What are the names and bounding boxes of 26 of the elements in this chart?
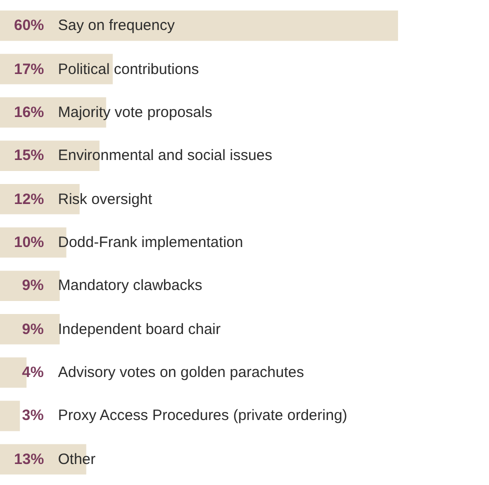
y-tick-label: Other <box>58 451 96 468</box>
data-label: 10% <box>14 234 44 251</box>
y-tick-label: Environmental and social issues <box>58 147 272 164</box>
bar <box>0 314 60 344</box>
data-label: 13% <box>14 451 44 468</box>
y-tick-label: Independent board chair <box>58 321 221 338</box>
y-tick-label: Dodd-Frank implementation <box>58 234 244 251</box>
data-label: 9% <box>22 321 44 338</box>
y-tick-label: Majority vote proposals <box>58 104 212 121</box>
data-label: 4% <box>22 364 44 381</box>
bar <box>0 400 20 432</box>
bar <box>0 270 60 302</box>
data-label: 3% <box>22 407 44 424</box>
y-tick-label: Risk oversight <box>58 191 154 208</box>
y-tick-label: Mandatory clawbacks <box>58 277 202 294</box>
y-tick-label: Proxy Access Procedures (private ordering) <box>58 407 348 424</box>
y-tick-label: Advisory votes on golden parachutes <box>58 364 304 381</box>
data-label: 60% <box>14 17 44 34</box>
data-label: 9% <box>22 277 44 294</box>
data-label: 15% <box>14 147 44 164</box>
y-tick-label: Political contributions <box>58 61 199 78</box>
bar <box>0 10 398 41</box>
y-tick-label: Say on frequency <box>58 17 176 34</box>
data-label: 16% <box>14 104 44 121</box>
data-label: 12% <box>14 191 44 208</box>
data-label: 17% <box>14 61 44 78</box>
